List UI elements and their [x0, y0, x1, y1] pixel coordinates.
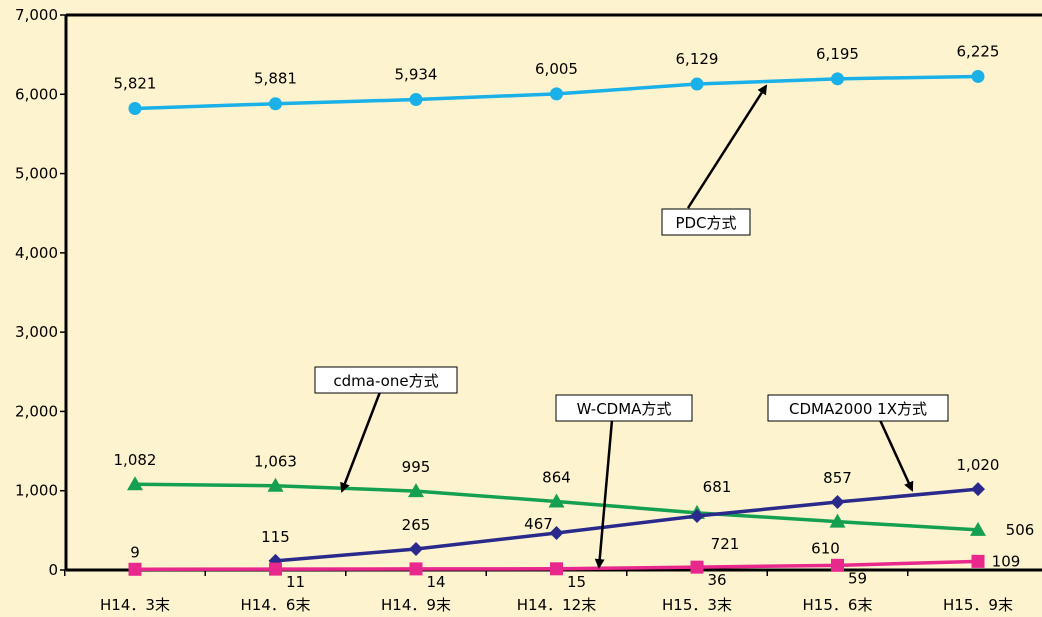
y-tick-label: 4,000 [15, 244, 58, 262]
data-point [971, 69, 985, 83]
callout-label-cdma2000: CDMA2000 1X方式 [789, 400, 927, 418]
callout-label-cdma-one: cdma-one方式 [333, 372, 438, 390]
data-label: 15 [567, 573, 586, 591]
data-label: 721 [711, 535, 740, 553]
y-tick-label: 7,000 [15, 6, 58, 24]
data-point [128, 562, 142, 576]
callout-cdma2000: CDMA2000 1X方式 [767, 394, 949, 492]
data-label: 6,005 [535, 60, 578, 78]
callout-box-pdc [661, 208, 751, 236]
data-point [409, 541, 423, 556]
data-point [127, 476, 143, 491]
data-point [128, 101, 142, 115]
data-label: 857 [823, 469, 852, 487]
data-label: 681 [703, 478, 732, 496]
data-label: 5,881 [254, 70, 297, 88]
data-label: 6,129 [676, 50, 719, 68]
data-point [829, 513, 846, 528]
data-label: 14 [426, 573, 445, 591]
data-label: 467 [524, 515, 553, 533]
data-point [971, 554, 985, 568]
data-point [548, 493, 565, 508]
callout-cdma-one: cdma-one方式 [314, 366, 458, 493]
data-point [550, 87, 563, 101]
data-point [831, 72, 844, 86]
callout-box-w-cdma [555, 394, 693, 422]
y-tick-label: 1,000 [15, 482, 58, 500]
callout-arrow-w-cdma [594, 419, 614, 569]
callout-w-cdma: W-CDMA方式 [555, 394, 693, 569]
data-label: 6,195 [816, 45, 859, 63]
data-label: 506 [1006, 521, 1035, 539]
data-point [690, 560, 704, 574]
data-label: 9 [130, 543, 140, 561]
data-label: 36 [707, 571, 726, 589]
x-tick-label: H15．9末 [943, 596, 1013, 614]
data-point [269, 97, 282, 111]
data-label: 995 [402, 458, 431, 476]
callout-label-w-cdma: W-CDMA方式 [577, 400, 672, 418]
y-tick-label: 0 [48, 561, 58, 579]
y-tick-label: 6,000 [15, 85, 58, 103]
callout-arrow-pdc [686, 84, 768, 209]
data-label: 11 [286, 573, 305, 591]
data-label: 6,225 [957, 42, 1000, 60]
y-tick-label: 2,000 [15, 402, 58, 420]
y-tick-label: 3,000 [15, 323, 58, 341]
data-label: 5,821 [114, 74, 157, 92]
callout-label-pdc: PDC方式 [675, 214, 736, 232]
callout-pdc: PDC方式 [661, 84, 768, 236]
callout-box-cdma2000 [767, 394, 949, 422]
data-label: 1,063 [254, 453, 297, 471]
data-point [408, 483, 424, 498]
data-point [830, 495, 845, 510]
data-point [690, 509, 704, 524]
series-callouts: PDC方式 cdma-one方式 W-CDMA方式 CDMA2000 1X方式 [314, 84, 949, 569]
x-tick-label: H14．3末 [100, 596, 170, 614]
data-point [690, 77, 704, 91]
x-tick-label: H14．9末 [381, 596, 451, 614]
x-tick-label: H15．3末 [662, 596, 732, 614]
callout-arrow-cdma-one [340, 391, 382, 493]
data-label: 115 [261, 528, 290, 546]
x-tick-label: H15．6末 [803, 596, 873, 614]
data-label: 5,934 [395, 66, 438, 84]
data-label: 1,020 [957, 456, 1000, 474]
x-tick-label: H14．12末 [517, 596, 596, 614]
series-line [275, 487, 979, 563]
data-point [550, 562, 563, 576]
data-point [409, 562, 423, 576]
data-point [970, 521, 986, 536]
data-label: 59 [848, 569, 867, 587]
data-label: 265 [402, 516, 431, 534]
data-point [831, 558, 844, 572]
data-label: 864 [542, 468, 571, 486]
data-point [267, 477, 284, 492]
callout-box-cdma-one [314, 366, 458, 394]
data-label: 1,082 [114, 451, 157, 469]
callout-arrow-cdma2000 [878, 419, 914, 492]
data-label: 610 [811, 540, 840, 558]
data-point [971, 482, 985, 497]
y-tick-label: 5,000 [15, 165, 58, 183]
data-label: 109 [992, 552, 1021, 570]
series-3: 9 11 14 15 36 59 109 [128, 543, 1021, 591]
data-point [409, 93, 423, 107]
x-tick-label: H14．6末 [241, 596, 311, 614]
data-point [549, 525, 564, 540]
series-2: 115 265 467 681 857 1,020 [261, 456, 999, 568]
data-point [269, 562, 282, 576]
series-0: 5,821 5,881 5,934 6,005 6,129 6,195 6,225 [114, 42, 1000, 115]
